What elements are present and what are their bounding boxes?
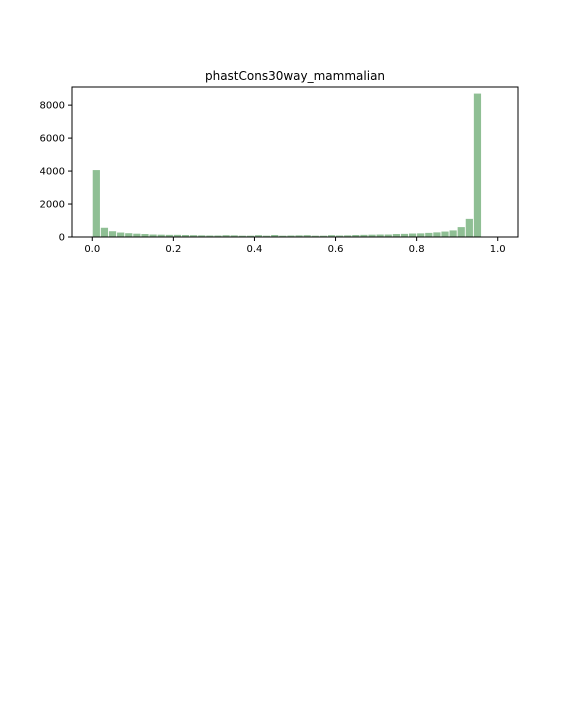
histogram-bar	[449, 230, 457, 237]
histogram-bar	[254, 235, 263, 237]
x-tick-label: 0.0	[84, 244, 100, 255]
x-tick-label: 0.8	[409, 244, 425, 255]
histogram-bar	[190, 235, 198, 237]
histogram-bar	[157, 234, 165, 237]
y-tick-label: 2000	[40, 200, 65, 211]
x-axis: 0.0 0.2 0.4 0.6 0.8 1.0	[84, 237, 506, 255]
chart-title: phastCons30way_mammalian	[205, 69, 385, 83]
histogram-bar	[473, 93, 482, 237]
histogram-bar	[271, 235, 279, 237]
histogram-bar	[198, 235, 206, 237]
histogram-bar	[344, 235, 352, 237]
histogram-bar	[441, 231, 449, 237]
histogram-bar	[376, 234, 384, 237]
histogram-bar	[222, 235, 230, 237]
histogram-bar	[246, 235, 255, 237]
histogram-bar	[214, 235, 222, 237]
plot-frame	[71, 86, 519, 238]
histogram-bar	[327, 235, 336, 237]
histogram-bar	[230, 235, 238, 237]
histogram-bar	[165, 234, 173, 237]
histogram-bar	[408, 233, 417, 237]
histogram-bar	[206, 235, 214, 237]
histogram-bar	[287, 235, 295, 237]
y-tick-label: 0	[59, 233, 65, 244]
x-tick-label: 0.4	[247, 244, 263, 255]
histogram-bar	[238, 235, 246, 237]
histogram-bar	[384, 234, 392, 237]
histogram-bar	[263, 235, 271, 237]
histogram-bar	[392, 234, 400, 237]
x-tick-label: 1.0	[490, 244, 506, 255]
y-tick-label: 4000	[40, 167, 65, 178]
histogram-bar	[360, 234, 368, 237]
histogram-bar	[141, 234, 149, 237]
y-tick-label: 6000	[40, 134, 65, 145]
histogram-bar	[295, 235, 303, 237]
histogram-bar	[303, 235, 311, 237]
histogram-bar	[417, 233, 425, 237]
histogram-bar	[279, 235, 287, 237]
y-axis: 0 2000 4000 6000 8000	[40, 101, 72, 244]
histogram-bar	[133, 233, 141, 237]
histogram-bar	[433, 232, 441, 237]
histogram-bar	[352, 235, 360, 237]
histogram-bar	[100, 227, 109, 237]
histogram-bar	[181, 235, 190, 237]
histogram-bar	[457, 227, 465, 237]
histogram-bar	[465, 218, 473, 237]
y-tick-label: 8000	[40, 101, 65, 112]
x-tick-label: 0.6	[328, 244, 344, 255]
histogram-bar	[400, 233, 409, 237]
histogram-bar	[311, 235, 319, 237]
histogram-bar	[368, 234, 376, 237]
histogram-bar	[319, 235, 327, 237]
histogram-bar	[125, 233, 133, 237]
histogram-bar	[173, 234, 182, 237]
histogram-bar	[117, 232, 125, 237]
histogram-bar	[336, 235, 344, 237]
histogram-bar	[425, 232, 433, 237]
histogram-bar	[149, 234, 157, 237]
x-tick-label: 0.2	[165, 244, 181, 255]
histogram-bar	[92, 170, 100, 237]
histogram-bar	[108, 231, 117, 237]
bars-group	[92, 93, 482, 237]
